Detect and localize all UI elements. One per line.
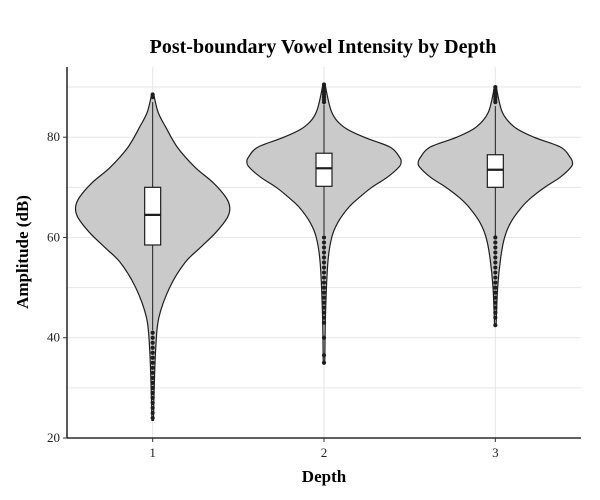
y-tick-label: 40: [47, 330, 60, 345]
outlier-point: [321, 320, 327, 325]
outlier-point: [321, 280, 327, 285]
outlier-point: [493, 265, 498, 270]
outlier-point: [150, 405, 155, 411]
outlier-point: [321, 285, 327, 290]
outlier-point: [150, 360, 155, 365]
outlier-point: [321, 265, 327, 270]
outlier-point: [321, 250, 327, 255]
iqr-box: [144, 186, 162, 246]
outlier-point: [150, 410, 155, 416]
iqr-box: [486, 154, 504, 188]
violins: [74, 82, 574, 422]
outlier-point: [150, 350, 155, 355]
outlier-point: [493, 280, 498, 285]
outlier-point: [493, 250, 498, 255]
outlier-point: [493, 315, 498, 320]
y-tick-label: 80: [47, 129, 60, 144]
outlier-point: [493, 300, 498, 305]
iqr-box: [315, 152, 333, 187]
x-tick-label: 1: [149, 445, 156, 460]
outlier-point: [150, 335, 155, 340]
y-tick-label: 20: [47, 430, 60, 445]
outlier-point: [493, 270, 498, 275]
outlier-point: [150, 415, 155, 421]
violin-group-3: [417, 84, 574, 328]
x-tick-label: 2: [321, 445, 328, 460]
outlier-point: [321, 240, 327, 245]
outlier-point: [150, 355, 155, 360]
outlier-point: [150, 365, 155, 370]
outlier-point: [150, 92, 155, 97]
outlier-point: [321, 360, 327, 365]
outlier-point: [321, 335, 327, 340]
outlier-point: [493, 255, 498, 260]
outlier-point: [321, 235, 327, 240]
outlier-point: [321, 290, 327, 295]
outlier-point: [493, 240, 498, 245]
outlier-point: [321, 82, 327, 87]
outlier-point: [493, 245, 498, 250]
chart-title: Post-boundary Vowel Intensity by Depth: [150, 36, 497, 58]
outlier-point: [493, 285, 498, 290]
outlier-point: [150, 340, 155, 345]
outlier-point: [150, 375, 155, 380]
outlier-point: [321, 353, 327, 358]
outlier-point: [321, 310, 327, 315]
outlier-point: [321, 270, 327, 275]
outlier-point: [321, 245, 327, 250]
outlier-point: [150, 385, 155, 390]
y-axis-title: Amplitude (dB): [13, 195, 32, 309]
outlier-point: [493, 84, 498, 90]
outlier-point: [493, 260, 498, 265]
outlier-point: [493, 290, 498, 295]
outlier-point: [321, 300, 327, 305]
outlier-point: [150, 370, 155, 375]
outlier-point: [493, 235, 498, 240]
outlier-point: [321, 255, 327, 260]
outlier-point: [493, 323, 498, 328]
outlier-point: [150, 345, 155, 350]
outlier-point: [493, 305, 498, 310]
outlier-point: [321, 315, 327, 320]
y-tick-label: 60: [47, 229, 60, 244]
outlier-point: [150, 390, 155, 395]
outlier-point: [321, 305, 327, 310]
outlier-point: [321, 275, 327, 280]
outlier-point: [150, 400, 155, 406]
outlier-point: [150, 330, 155, 335]
outlier-point: [150, 380, 155, 385]
x-axis-title: Depth: [302, 467, 347, 486]
violin-group-2: [246, 82, 402, 365]
outlier-point: [493, 295, 498, 300]
outlier-point: [321, 260, 327, 265]
outlier-point: [493, 275, 498, 280]
violin-group-1: [74, 92, 231, 422]
x-tick-label: 3: [492, 445, 499, 460]
outlier-point: [321, 295, 327, 300]
outlier-point: [493, 310, 498, 315]
outlier-point: [150, 395, 155, 400]
ticks: 20 40 60 80 1 2 3: [47, 129, 499, 460]
